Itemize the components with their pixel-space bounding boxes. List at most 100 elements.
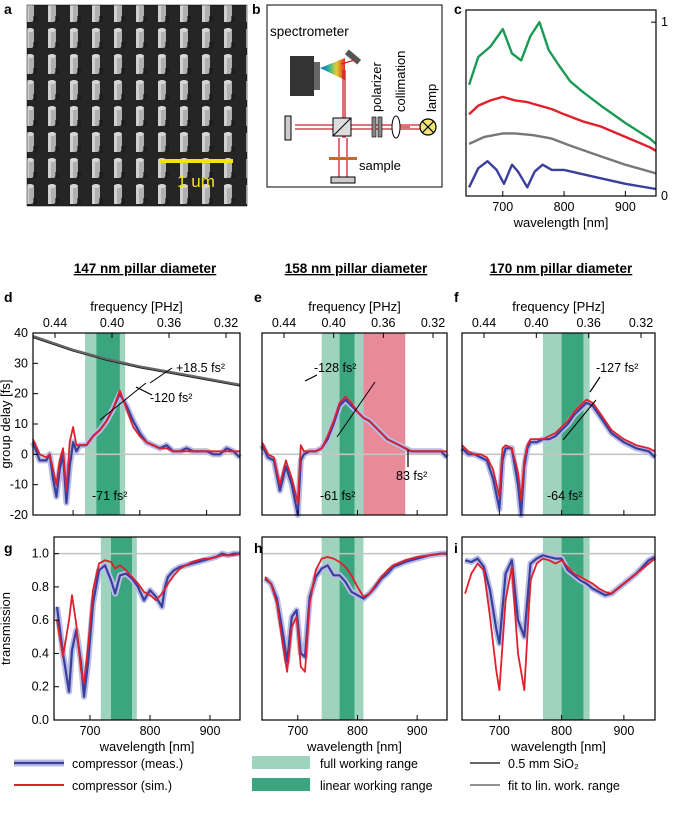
series-compressor-meas — [55, 552, 240, 698]
annotation-e-positive: 83 fs² — [396, 469, 427, 483]
polarizer-label: polarizer — [369, 61, 384, 112]
series-compressor-meas — [461, 401, 656, 517]
annotation-f-full: -64 fs² — [547, 489, 582, 503]
top-tick-label: 0.40 — [100, 316, 124, 330]
spectrum-blue — [468, 159, 657, 191]
panel-label-a: a — [4, 1, 12, 17]
annotation-e-full: -61 fs² — [320, 489, 355, 503]
y-tick-label: 1.0 — [32, 547, 49, 561]
chart-transmission-147: 700 800 900 0.0 0.2 0.4 0.6 0.8 1.0 wavelength [n… — [0, 536, 241, 754]
panel-label-e: e — [254, 289, 262, 305]
y-tick-label: 0.4 — [32, 646, 49, 660]
series-compressor-meas-band — [30, 390, 243, 506]
legend-linear-label: linear working range — [320, 779, 433, 793]
linear-working-range — [561, 537, 584, 720]
plot-frame — [53, 536, 241, 721]
top-axis-label: frequency [PHz] — [90, 299, 183, 314]
panel-label-h: h — [254, 540, 263, 556]
y-tick-label: 0 — [661, 189, 668, 203]
panel-label-c: c — [454, 1, 462, 17]
spectrometer-icon — [290, 56, 345, 96]
legend-full-label: full working range — [320, 757, 418, 771]
linear-fit-line — [336, 381, 376, 438]
x-tick-label: 800 — [347, 724, 368, 738]
spectrometer-label: spectrometer — [270, 24, 349, 39]
title-158nm: 158 nm pillar diameter — [285, 261, 428, 276]
plot-frame — [261, 536, 448, 721]
y-tick-label: 30 — [14, 356, 28, 370]
top-tick-label: 0.32 — [629, 316, 653, 330]
y-tick-label: 1 — [661, 15, 668, 29]
legend-fit-label: fit to lin. work. range — [508, 779, 620, 793]
x-tick-label: 900 — [615, 200, 636, 214]
series-compressor-meas — [264, 552, 447, 663]
top-axis-label: frequency [PHz] — [512, 299, 605, 314]
x-tick-label: 700 — [492, 200, 513, 214]
lamp-icon — [419, 118, 437, 136]
y-tick-label: -20 — [10, 508, 28, 522]
plot-frame — [261, 332, 448, 516]
annotation-e-fit: -128 fs² — [314, 361, 356, 375]
annotation-d-full: -71 fs² — [92, 489, 127, 503]
y-tick-label: 0.6 — [32, 613, 49, 627]
series-compressor-meas — [464, 554, 656, 645]
series-compressor-sim — [264, 552, 447, 673]
chart-group-delay-147: -20 -10 0 10 20 30 40 group delay [fs] frequency… — [0, 299, 243, 522]
chart-transmission-158: 700 800 900 wavelength [nm] — [261, 536, 448, 754]
scale-bar-label: 1 um — [177, 172, 215, 191]
spectrum-gray — [468, 132, 657, 175]
x-tick-label: 900 — [200, 724, 221, 738]
x-tick-label: 900 — [407, 724, 428, 738]
linear-working-range — [96, 333, 120, 515]
sem-image: 1 um — [26, 4, 248, 207]
setup-schematic: spectrometer grating sample pola — [266, 4, 443, 188]
sample-label: sample — [359, 158, 401, 173]
series-compressor-sim — [461, 398, 656, 501]
title-147nm: 147 nm pillar diameter — [74, 261, 217, 276]
y-tick-label: 0.8 — [32, 580, 49, 594]
top-tick-label: 0.44 — [472, 316, 496, 330]
chart-lamp-spectra: 700 800 900 0 1 wavelength [nm] — [465, 9, 668, 230]
grating-icon: grating — [344, 49, 362, 69]
series-compressor-sim — [464, 557, 656, 691]
spectrum-green — [467, 21, 657, 145]
legend-meas-label: compressor (meas.) — [72, 757, 183, 771]
panel-label-f: f — [454, 289, 459, 305]
linear-working-range — [561, 333, 584, 515]
legend: compressor (meas.) compressor (sim.) ful… — [14, 756, 620, 793]
y-tick-label: -10 — [10, 478, 28, 492]
legend-sio2-label: 0.5 mm SiO₂ — [508, 757, 579, 771]
top-tick-label: 0.32 — [214, 316, 238, 330]
chart-transmission-170: 700 800 900 wavelength [nm] — [461, 536, 657, 754]
legend-full-swatch — [252, 756, 310, 769]
legend-linear-swatch — [252, 778, 310, 791]
panel-label-g: g — [4, 540, 13, 556]
y-tick-label: 0.0 — [32, 713, 49, 727]
plot-frame — [465, 9, 657, 197]
mirror-bottom-icon — [330, 176, 356, 184]
panel-label-i: i — [454, 540, 458, 556]
y-axis-label: group delay [fs] — [0, 380, 13, 469]
x-tick-label: 700 — [287, 724, 308, 738]
plot-frame — [461, 536, 656, 721]
top-tick-label: 0.44 — [43, 316, 67, 330]
top-tick-label: 0.40 — [524, 316, 548, 330]
panel-label-b: b — [252, 1, 261, 17]
linear-fit-line — [99, 382, 147, 421]
y-tick-label: 10 — [14, 417, 28, 431]
x-tick-label: 800 — [140, 724, 161, 738]
x-axis-label: wavelength [nm] — [99, 739, 195, 754]
series-fit — [32, 337, 241, 387]
y-tick-label: 0.2 — [32, 680, 49, 694]
x-tick-label: 700 — [489, 724, 510, 738]
linear-working-range — [111, 537, 132, 720]
y-axis-label: transmission — [0, 592, 13, 665]
linear-working-range — [339, 333, 355, 515]
top-tick-label: 0.36 — [576, 316, 600, 330]
legend-sim-label: compressor (sim.) — [72, 779, 172, 793]
top-tick-label: 0.36 — [157, 316, 181, 330]
top-tick-label: 0.32 — [421, 316, 445, 330]
x-tick-label: 800 — [554, 200, 575, 214]
series-compressor-sim — [56, 552, 241, 685]
